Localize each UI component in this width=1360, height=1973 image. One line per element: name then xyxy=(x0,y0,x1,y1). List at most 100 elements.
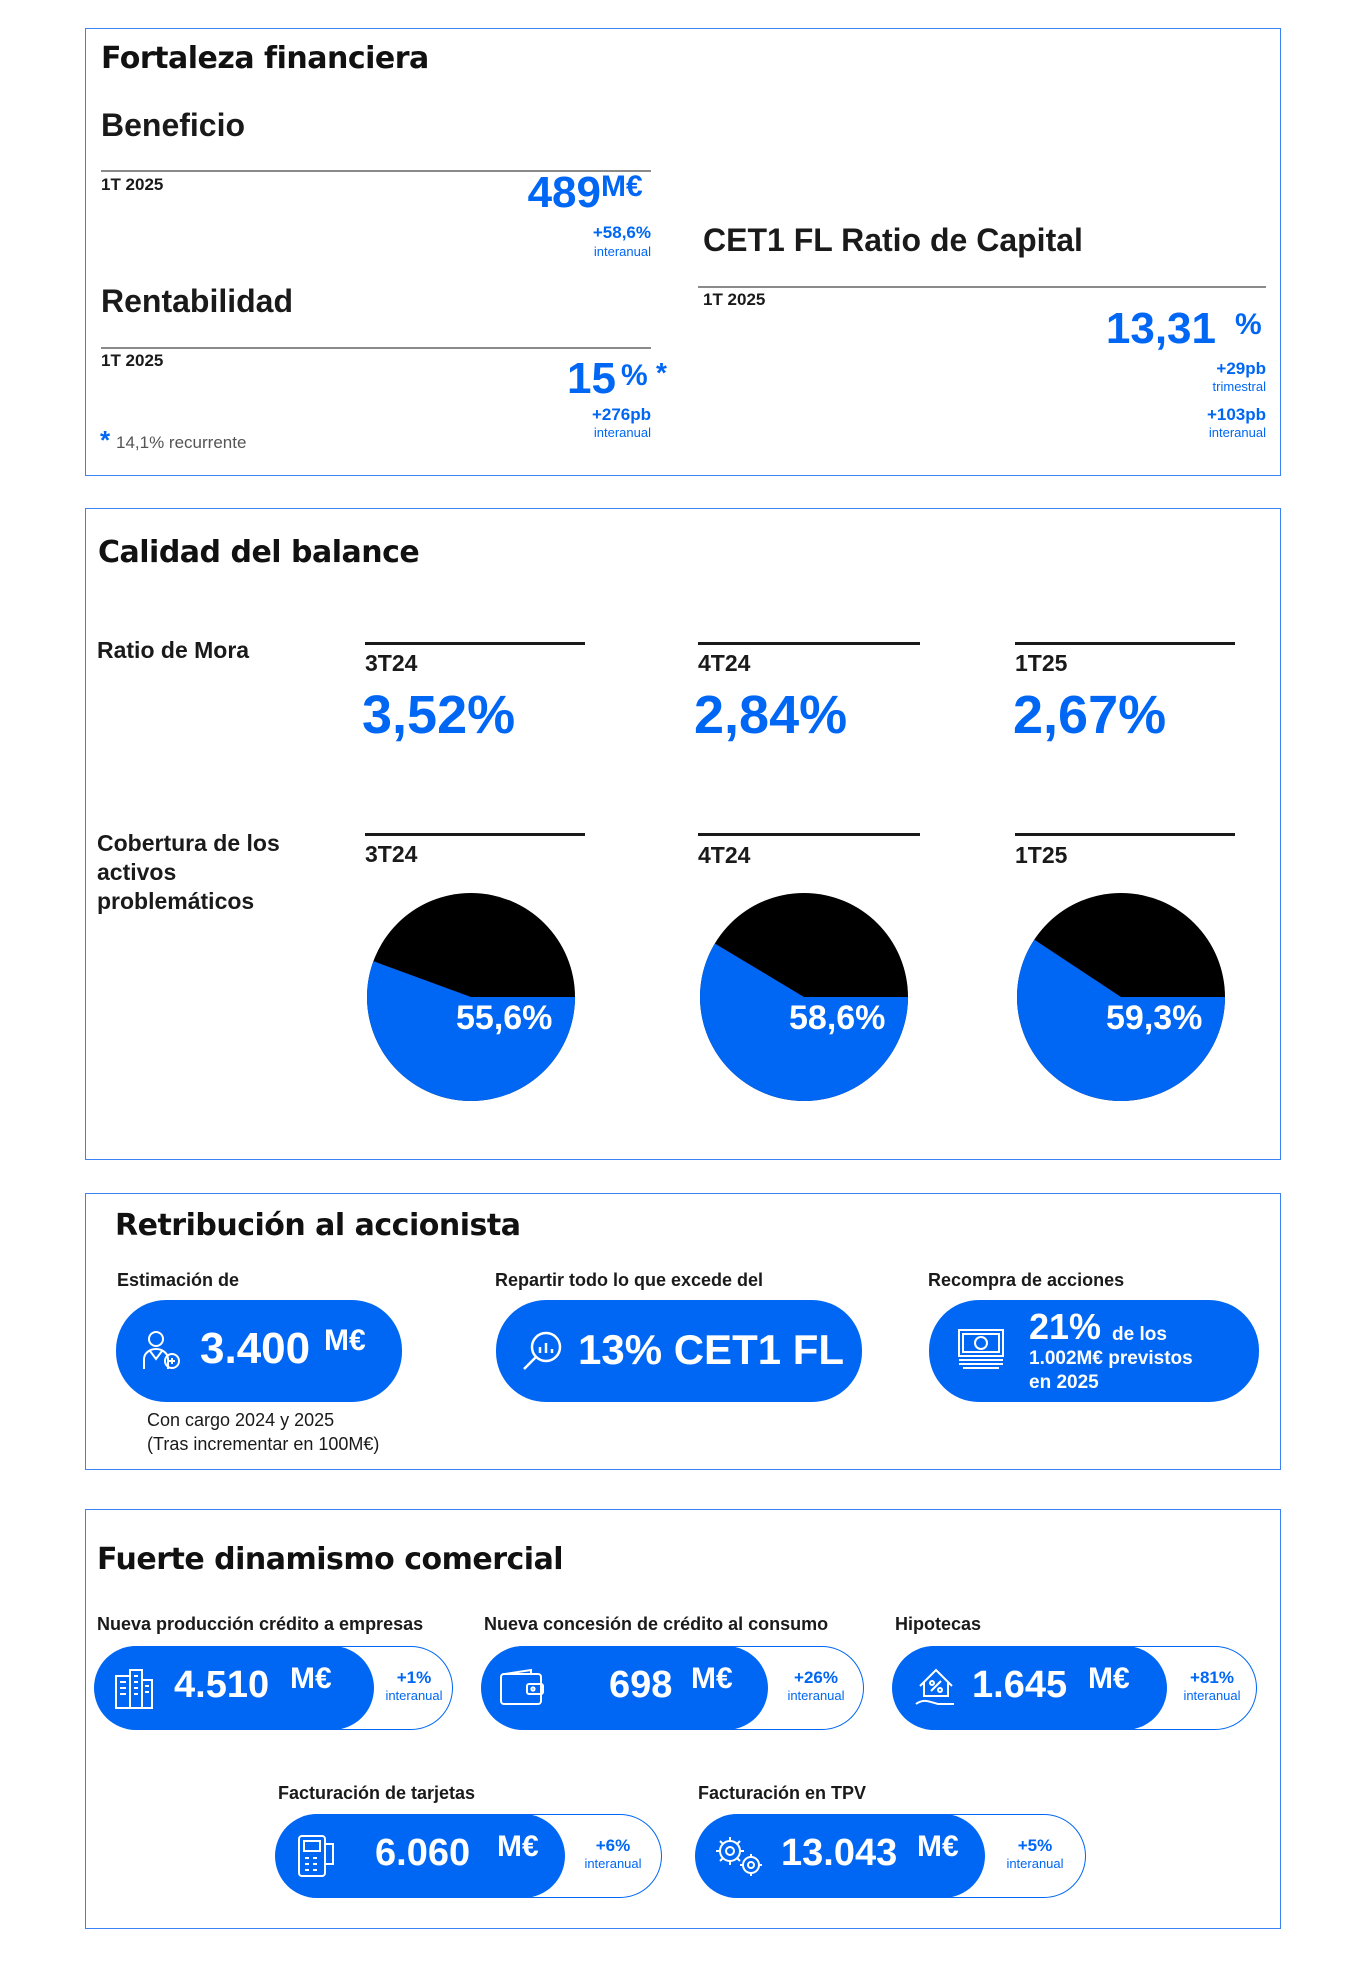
comercial-label: Facturación en TPV xyxy=(698,1783,867,1803)
mora-label: Ratio de Mora xyxy=(97,637,250,663)
cet1-change1: +29pb xyxy=(1216,359,1266,378)
comercial-change-label: interanual xyxy=(1006,1856,1064,1871)
comercial-unit: M€ xyxy=(290,1662,332,1695)
beneficio-value: 489 xyxy=(527,168,601,217)
comercial-value-pill: 4.510 M€ xyxy=(94,1646,374,1730)
house-percent-icon xyxy=(915,1668,954,1705)
rentabilidad-unit: % xyxy=(621,359,648,392)
estimacion-value: 3.400 xyxy=(200,1324,311,1373)
comercial-value-pill: 6.060 M€ xyxy=(275,1814,565,1898)
estimacion-note: (Tras incrementar en 100M€) xyxy=(147,1434,380,1454)
comercial-value: 6.060 xyxy=(375,1832,471,1874)
rentabilidad-rule xyxy=(101,347,651,349)
comercial-label: Hipotecas xyxy=(895,1614,982,1634)
comercial-change: +6% xyxy=(595,1836,631,1855)
comercial-title: Fuerte dinamismo comercial xyxy=(97,1542,564,1577)
cob-rule-1 xyxy=(365,833,585,836)
cob-period: 4T24 xyxy=(698,842,751,868)
estimacion-note: Con cargo 2024 y 2025 xyxy=(147,1410,335,1430)
mora-rule-3 xyxy=(1015,642,1235,645)
recompra-label: Recompra de acciones xyxy=(928,1270,1125,1290)
cob-period: 3T24 xyxy=(365,841,418,867)
comercial-unit: M€ xyxy=(1088,1662,1130,1695)
pie-coverage-slice xyxy=(367,961,575,1101)
comercial-value-pill: 13.043 M€ xyxy=(695,1814,985,1898)
buildings-icon xyxy=(115,1669,153,1709)
pie-coverage-slice xyxy=(700,943,908,1101)
calidad-title: Calidad del balance xyxy=(98,535,420,570)
beneficio-period: 1T 2025 xyxy=(101,175,164,194)
comercial-change: +26% xyxy=(794,1668,838,1687)
cet1-rule xyxy=(698,286,1266,288)
recompra-text: de los xyxy=(1112,1324,1167,1345)
cet1-change1-label: trimestral xyxy=(1212,379,1266,394)
recompra-value: 21% xyxy=(1029,1306,1102,1347)
comercial-label: Facturación de tarjetas xyxy=(278,1783,476,1803)
cet1-unit: % xyxy=(1235,308,1262,341)
banknote-icon xyxy=(958,1329,1004,1369)
pie-chart xyxy=(1017,893,1225,1101)
pie-coverage-slice xyxy=(1017,939,1225,1101)
beneficio-title: Beneficio xyxy=(101,107,246,143)
comercial-change: +5% xyxy=(1017,1836,1053,1855)
comercial-panel: Fuerte dinamismo comercial Nueva producc… xyxy=(85,1509,1281,1929)
cet1-change2: +103pb xyxy=(1206,405,1266,424)
rentabilidad-change: +276pb xyxy=(591,405,651,424)
rentabilidad-period: 1T 2025 xyxy=(101,351,164,370)
rentabilidad-change-label: interanual xyxy=(593,425,651,440)
comercial-change: +81% xyxy=(1190,1668,1234,1687)
footnote-mark: * xyxy=(100,425,111,455)
comercial-value-pill: 698 M€ xyxy=(481,1646,768,1730)
cobertura-label: Cobertura de los activos problemáticos xyxy=(97,830,280,914)
card-terminal-icon xyxy=(298,1835,334,1877)
comercial-value: 698 xyxy=(609,1664,673,1706)
estimacion-pill: 3.400 M€ xyxy=(116,1300,402,1402)
comercial-label: Nueva producción crédito a empresas xyxy=(97,1614,424,1634)
rentabilidad-title: Rentabilidad xyxy=(101,283,294,319)
comercial-change-label: interanual xyxy=(385,1688,443,1703)
comercial-change-label: interanual xyxy=(787,1688,845,1703)
mora-rule-2 xyxy=(698,642,920,645)
beneficio-rule xyxy=(101,170,651,172)
mora-rule-1 xyxy=(365,642,585,645)
mora-period: 3T24 xyxy=(365,650,418,676)
calidad-panel: Calidad del balance Ratio de Mora 3T24 3… xyxy=(85,508,1281,1160)
pie-label: 59,3% xyxy=(1106,999,1203,1037)
recompra-text: en 2025 xyxy=(1029,1372,1099,1393)
fortaleza-panel: Fortaleza financiera Beneficio 1T 2025 4… xyxy=(85,28,1281,476)
cet1-period: 1T 2025 xyxy=(703,290,766,309)
comercial-value-pill: 1.645 M€ xyxy=(892,1646,1167,1730)
comercial-unit: M€ xyxy=(917,1830,959,1863)
mora-value: 2,67% xyxy=(1013,685,1167,745)
rentabilidad-value: 15 xyxy=(567,354,616,403)
pie-chart xyxy=(700,893,908,1101)
beneficio-unit: M€ xyxy=(601,170,643,203)
cob-rule-3 xyxy=(1015,833,1235,836)
footnote-text: 14,1% recurrente xyxy=(116,433,247,452)
comercial-change-label: interanual xyxy=(584,1856,642,1871)
investor-icon xyxy=(143,1331,180,1369)
fortaleza-title: Fortaleza financiera xyxy=(101,41,429,76)
mora-period: 4T24 xyxy=(698,650,751,676)
pie-label: 55,6% xyxy=(456,999,553,1037)
comercial-unit: M€ xyxy=(691,1662,733,1695)
rentabilidad-asterisk: * xyxy=(656,357,667,388)
repartir-pill: 13% CET1 FL xyxy=(496,1300,862,1402)
cob-period: 1T25 xyxy=(1015,842,1068,868)
retribucion-panel: Retribución al accionista Estimación de … xyxy=(85,1193,1281,1470)
repartir-value: 13% CET1 FL xyxy=(578,1326,845,1373)
beneficio-change-label: interanual xyxy=(593,244,651,259)
comercial-change-label: interanual xyxy=(1183,1688,1241,1703)
mora-value: 3,52% xyxy=(362,685,516,745)
comercial-change: +1% xyxy=(396,1668,432,1687)
cet1-value: 13,31 xyxy=(1105,304,1216,353)
cet1-title: CET1 FL Ratio de Capital xyxy=(703,222,1083,258)
mora-value: 2,84% xyxy=(694,685,848,745)
cob-rule-2 xyxy=(698,833,920,836)
magnifier-chart-icon xyxy=(523,1331,562,1370)
comercial-label: Nueva concesión de crédito al consumo xyxy=(484,1614,829,1634)
estimacion-unit: M€ xyxy=(324,1324,366,1357)
mora-period: 1T25 xyxy=(1015,650,1068,676)
repartir-label: Repartir todo lo que excede del xyxy=(495,1270,764,1290)
retribucion-title: Retribución al accionista xyxy=(115,1208,521,1243)
